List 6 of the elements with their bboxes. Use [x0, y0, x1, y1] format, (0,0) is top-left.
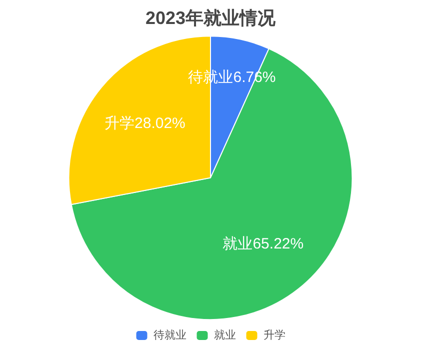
- chart-title: 2023年就业情况: [145, 8, 277, 28]
- legend-label: 就业: [214, 328, 236, 342]
- data-label: 就业65.22%: [222, 236, 304, 253]
- legend-label: 升学: [263, 328, 286, 342]
- data-label: 升学28.02%: [104, 114, 186, 132]
- legend-label: 待就业: [153, 328, 186, 342]
